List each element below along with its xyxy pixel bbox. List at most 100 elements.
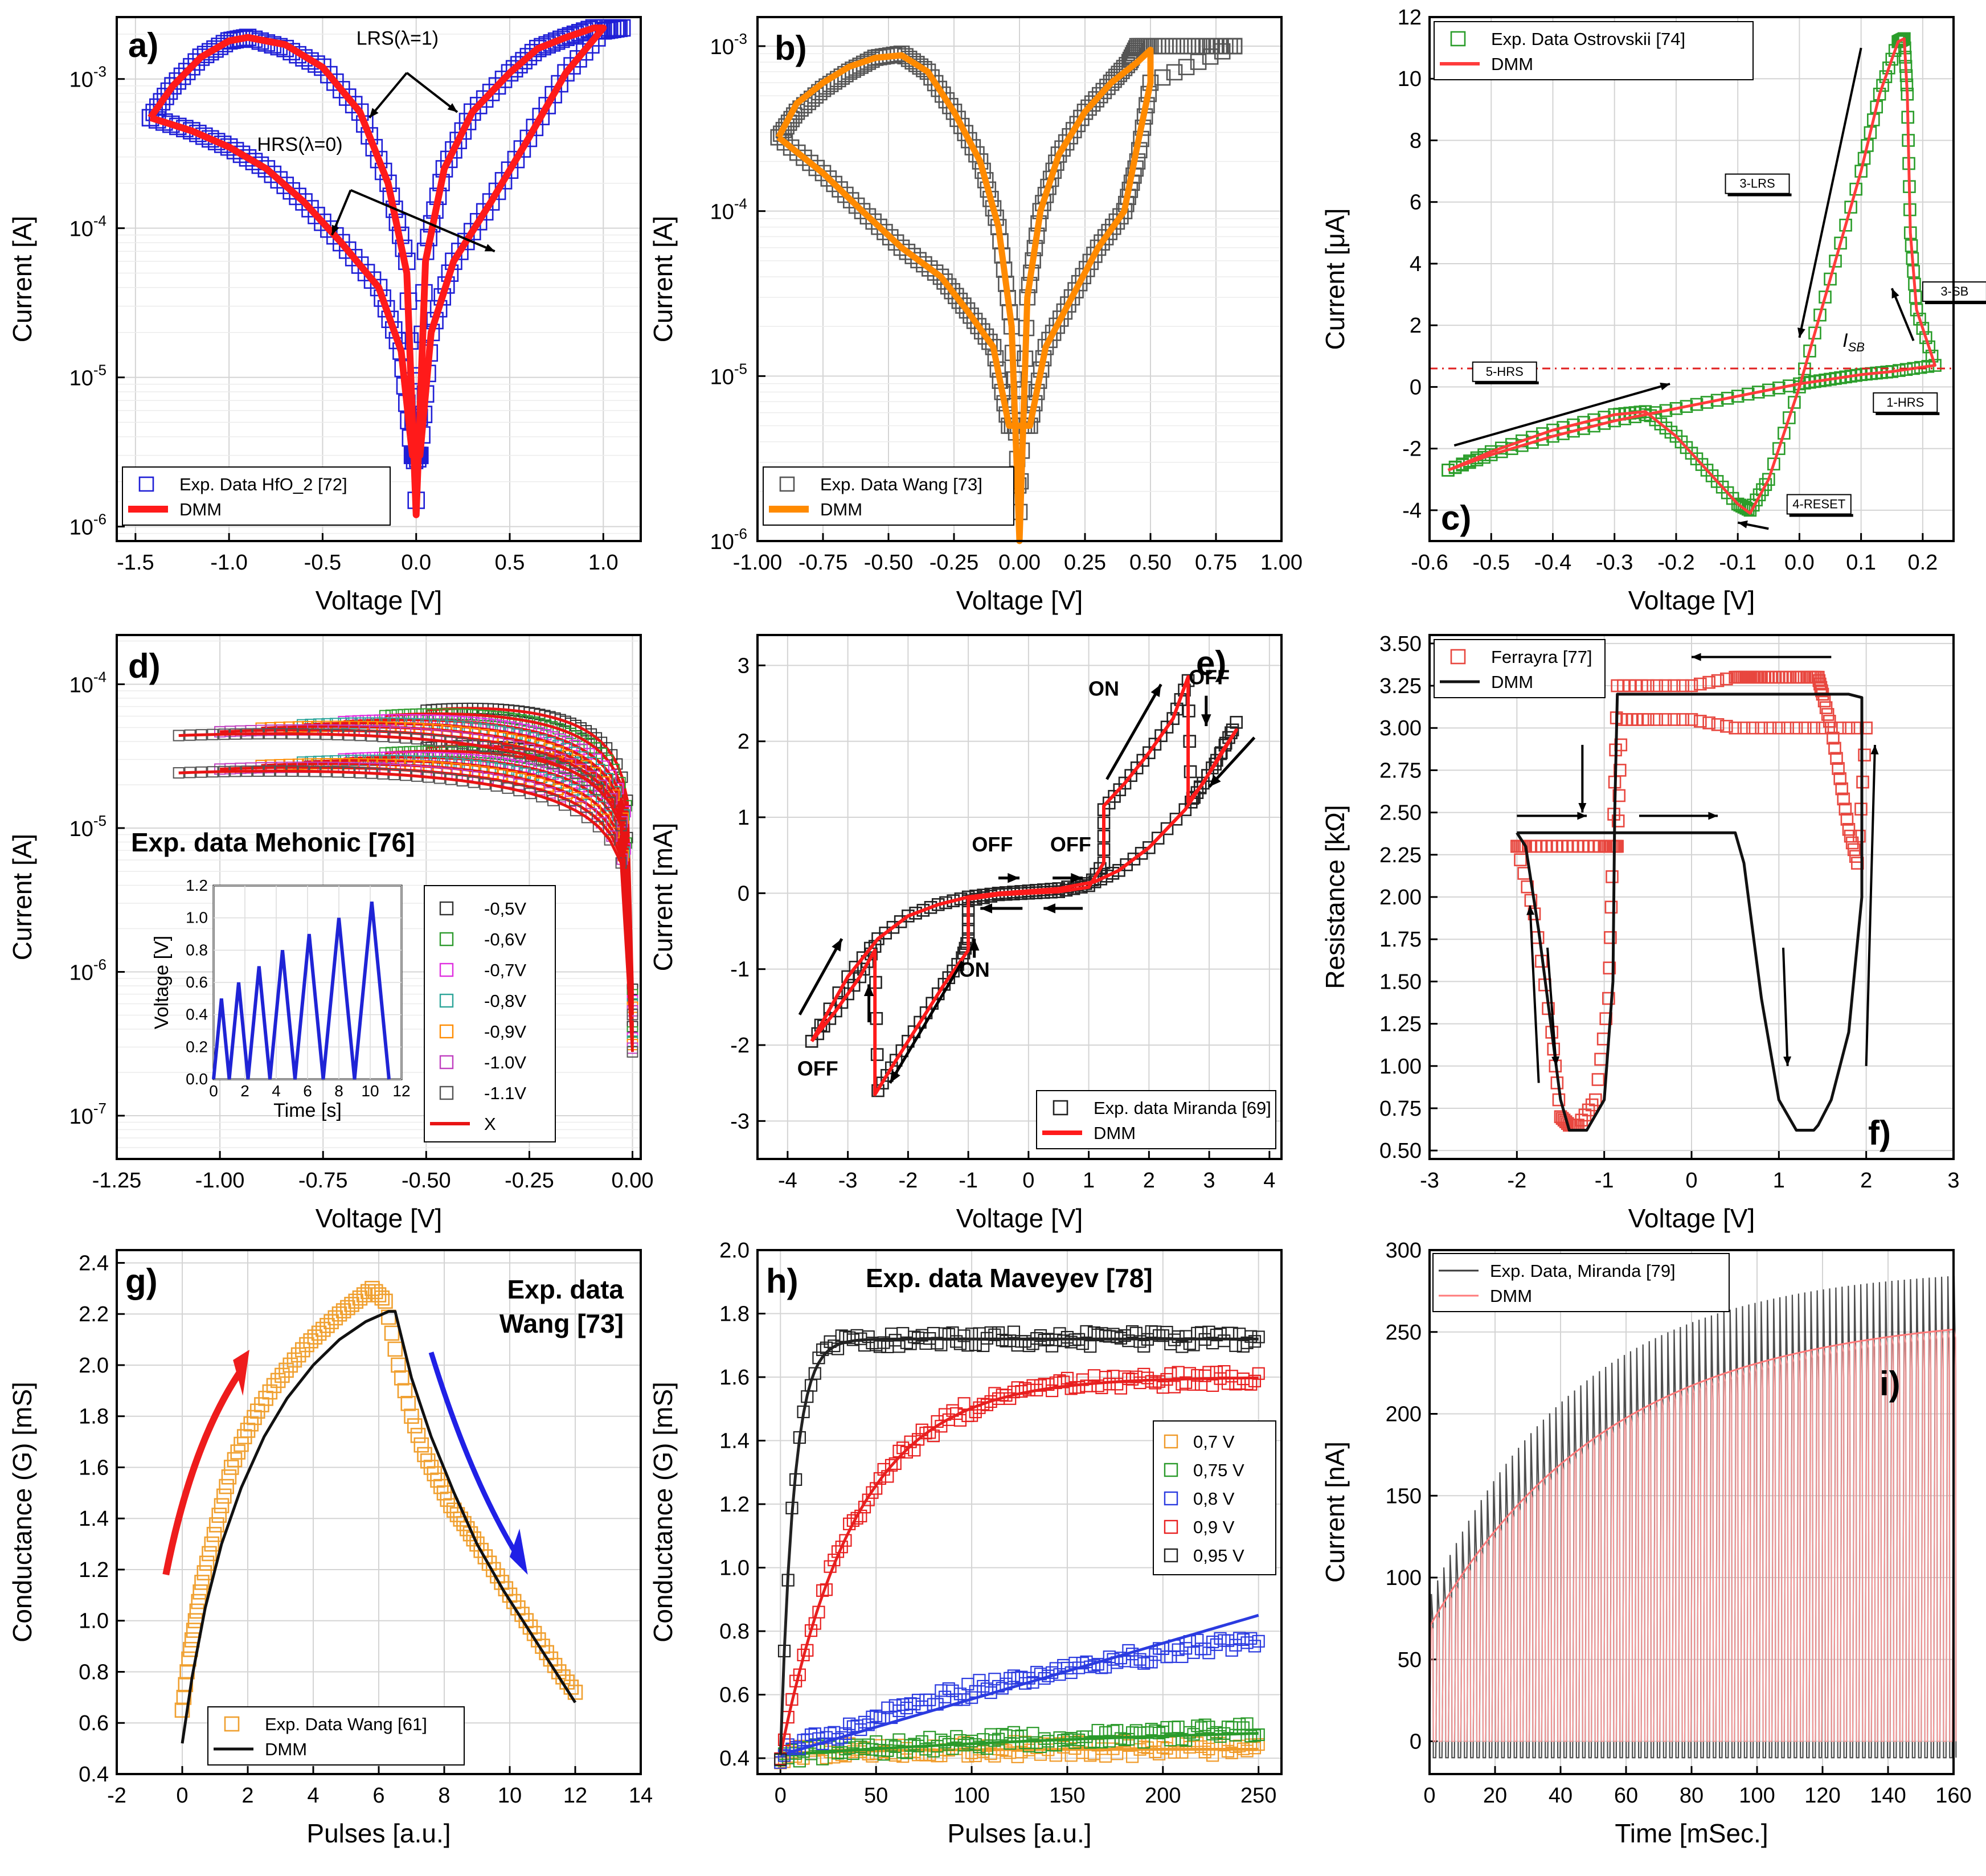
y-tick-label: 0 bbox=[1410, 375, 1422, 399]
state-box-shadow bbox=[1876, 412, 1940, 415]
data-point bbox=[1828, 742, 1841, 755]
data-point bbox=[223, 1460, 239, 1475]
data-point bbox=[1842, 721, 1856, 735]
data-point bbox=[589, 804, 601, 816]
x-tick-label: -1 bbox=[959, 1169, 978, 1193]
data-point bbox=[950, 1730, 963, 1743]
y-tick-label: 1.2 bbox=[79, 1558, 109, 1582]
data-point bbox=[410, 1428, 426, 1443]
legend-marker bbox=[439, 901, 454, 916]
arrow-off-head bbox=[1201, 714, 1211, 726]
inset-y-title: Voltage [V] bbox=[151, 936, 173, 1029]
data-point bbox=[877, 224, 893, 240]
legend: Ferrayra [77] DMM bbox=[1434, 639, 1606, 698]
data-point bbox=[804, 1624, 818, 1637]
y-tick-label: 1.8 bbox=[719, 1302, 750, 1326]
data-point bbox=[286, 1352, 302, 1368]
data-point bbox=[1603, 961, 1616, 974]
data-point bbox=[832, 986, 846, 1000]
data-point bbox=[299, 1337, 314, 1353]
data-point bbox=[1819, 701, 1833, 714]
data-point bbox=[404, 1408, 419, 1424]
data-point bbox=[1876, 79, 1889, 92]
data-point bbox=[1840, 813, 1854, 826]
data-point bbox=[837, 186, 854, 203]
x-tick-label: -0.50 bbox=[402, 1169, 451, 1193]
x-tick-label: -0.3 bbox=[1596, 551, 1633, 575]
data-point bbox=[1659, 679, 1672, 693]
inset-chart: 0 2 4 6 8 10 12 0.0 0.2 0.4 0.6 0.8 1.0 1.2 Time [s] Vo… bbox=[151, 876, 411, 1121]
fit-line bbox=[780, 1613, 1259, 1756]
data-point bbox=[1737, 721, 1751, 735]
x-tick-label: -0.1 bbox=[1719, 551, 1756, 575]
data-point bbox=[1685, 679, 1698, 693]
arrow-l1-head bbox=[980, 903, 992, 914]
data-point bbox=[476, 90, 494, 108]
legend: Exp. data Miranda [69] DMM bbox=[1036, 1090, 1276, 1149]
legend: Exp. Data Wang [61] DMM bbox=[207, 1706, 465, 1766]
inset-y-tick-label: 0.4 bbox=[186, 1006, 208, 1023]
legend-label: -1.1V bbox=[484, 1083, 526, 1103]
x-tick-label: -0.2 bbox=[1657, 551, 1694, 575]
x-tick-label: -3 bbox=[838, 1169, 858, 1193]
data-point bbox=[216, 1488, 232, 1504]
legend-label: 0,9 V bbox=[1193, 1517, 1235, 1537]
data-point bbox=[1151, 831, 1165, 845]
grid bbox=[117, 17, 641, 541]
legend-marker bbox=[779, 476, 795, 492]
x-tick-label: 2 bbox=[1860, 1169, 1872, 1193]
data-point bbox=[1685, 713, 1698, 726]
arrow-off2-head bbox=[863, 984, 874, 997]
x-tick-label: -4 bbox=[778, 1169, 797, 1193]
data-point bbox=[873, 1340, 886, 1353]
y-tick-exponent: -4 bbox=[734, 195, 747, 212]
grid bbox=[1429, 17, 1954, 541]
data-point bbox=[1833, 772, 1846, 785]
data-point bbox=[173, 67, 191, 85]
data-point bbox=[1214, 1730, 1227, 1743]
legend-marker bbox=[1164, 1463, 1178, 1477]
data-point bbox=[957, 1397, 971, 1410]
data-point bbox=[814, 165, 832, 182]
data-point bbox=[1746, 721, 1759, 735]
x-tick-label: 160 bbox=[1935, 1784, 1971, 1808]
y-tick-label: -2 bbox=[730, 1034, 750, 1058]
y-tick-label: 0.75 bbox=[1379, 1097, 1422, 1121]
arrow-potentiation bbox=[162, 1368, 244, 1576]
legend-label: Exp. Data Ostrovskii [74] bbox=[1491, 29, 1685, 49]
data-point bbox=[507, 150, 525, 169]
data-point bbox=[1825, 721, 1838, 735]
x-tick-label: 0.50 bbox=[1129, 551, 1172, 575]
data-point bbox=[1799, 721, 1812, 735]
y-tick-label: 10-4 bbox=[710, 195, 747, 224]
data-point bbox=[1650, 679, 1663, 693]
arrow-depression-head bbox=[510, 1529, 528, 1575]
data-point bbox=[469, 212, 488, 231]
panel-letter: h) bbox=[766, 1262, 799, 1300]
data-point bbox=[1762, 473, 1775, 486]
x-tick-label: -0.25 bbox=[929, 551, 979, 575]
fit-line bbox=[384, 712, 634, 995]
plot-border bbox=[756, 634, 1283, 1160]
data-point bbox=[589, 767, 601, 779]
data-point bbox=[569, 747, 581, 759]
data-point bbox=[1834, 236, 1847, 250]
data-point bbox=[176, 1690, 192, 1705]
legend-marker bbox=[439, 1024, 454, 1039]
x-axis-title: Pulses [a.u.] bbox=[306, 1818, 451, 1848]
data-point bbox=[458, 113, 477, 130]
data-point bbox=[282, 182, 300, 200]
y-tick-label: 3.25 bbox=[1379, 674, 1422, 698]
data-point bbox=[931, 1337, 944, 1350]
data-point bbox=[1702, 716, 1715, 730]
data-point bbox=[324, 1314, 339, 1329]
arrow-r1-head bbox=[1008, 873, 1019, 883]
data-point bbox=[904, 248, 922, 264]
data-point bbox=[876, 1076, 889, 1089]
panel-g: -2 0 2 4 6 8 10 12 14 0.4 0.6 0.8 1.0 1.2 1.4 1.6 1.8 2.0… bbox=[7, 1249, 653, 1848]
y-tick-label: 3.00 bbox=[1379, 716, 1422, 740]
x-tick-label: 0.5 bbox=[495, 551, 525, 575]
y-tick-base: 10 bbox=[69, 673, 93, 697]
x-tick-label: -0.5 bbox=[304, 551, 341, 575]
data-point bbox=[965, 1409, 978, 1422]
